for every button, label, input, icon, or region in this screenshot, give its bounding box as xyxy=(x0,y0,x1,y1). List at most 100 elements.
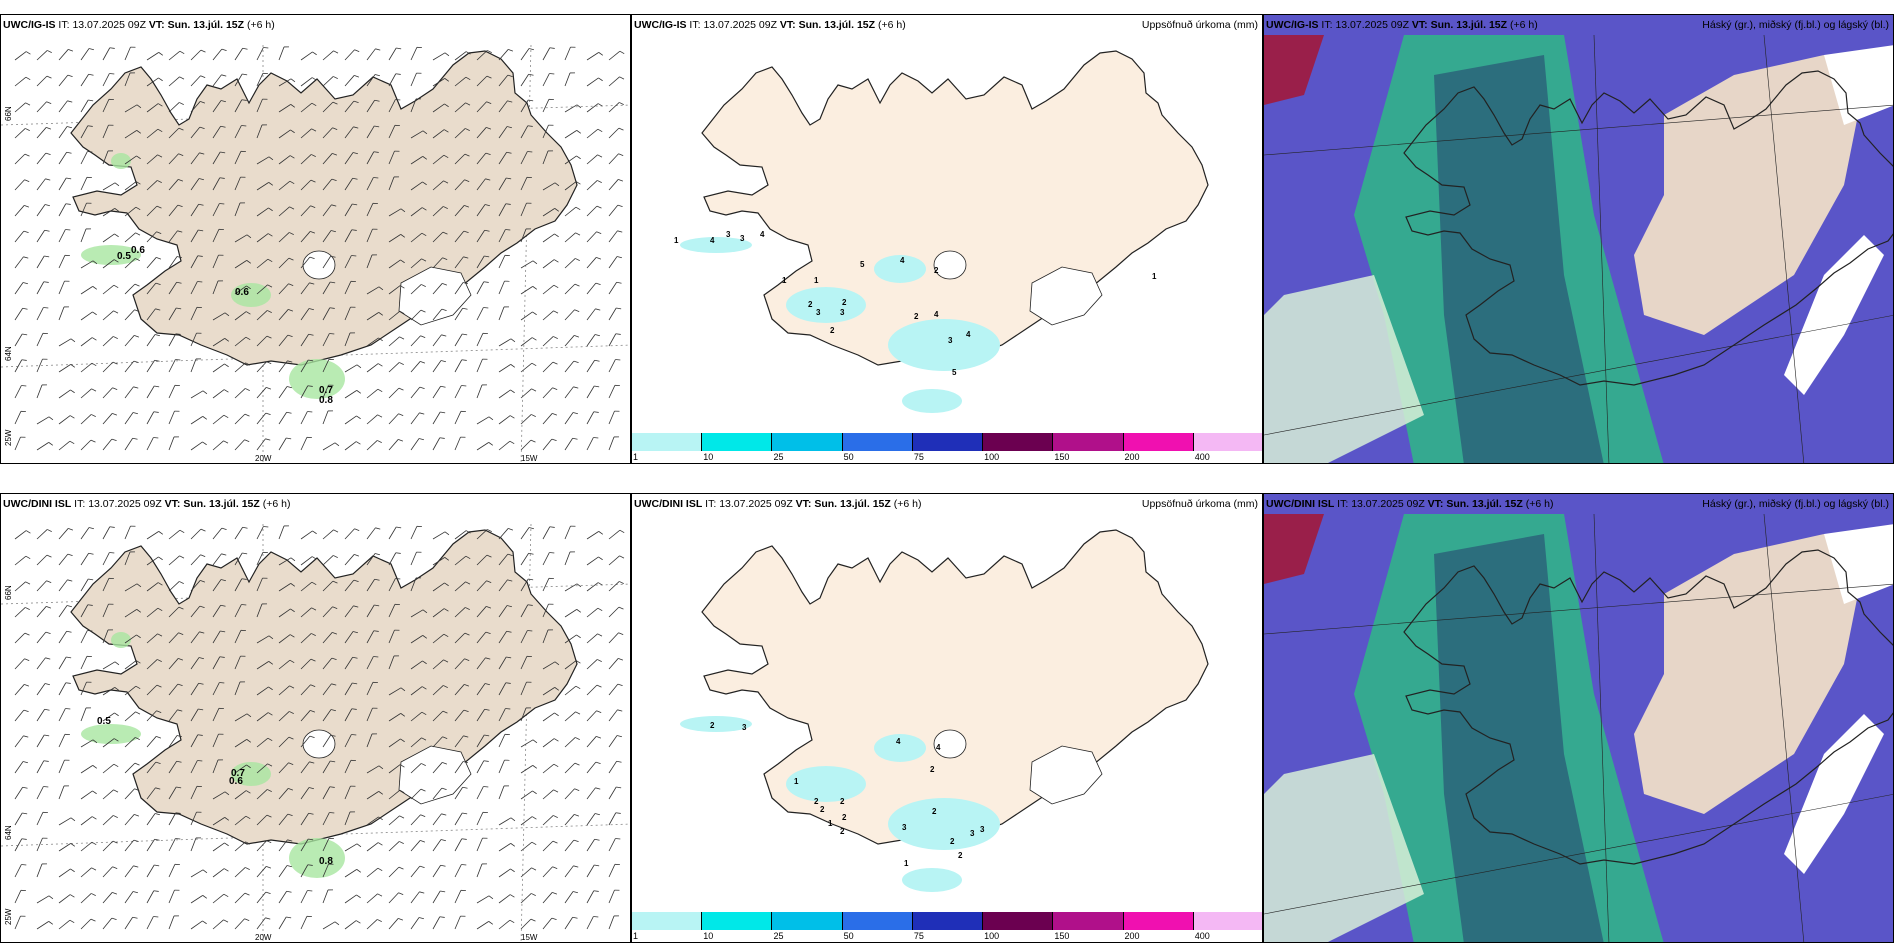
wind-barb xyxy=(278,762,294,774)
wind-barb xyxy=(322,760,336,774)
wind-barb xyxy=(586,385,600,399)
graticule-line xyxy=(1264,315,1893,436)
wind-barb xyxy=(168,632,184,644)
wind-barb xyxy=(14,555,31,566)
cloud-panel-bottom: UWC/DINI ISL IT: 13.07.2025 09Z VT: Sun.… xyxy=(1263,493,1894,943)
wind-barb xyxy=(168,735,182,748)
precip-contour-label: 4 xyxy=(710,236,715,245)
wind-barb xyxy=(520,228,532,243)
wind-barb xyxy=(344,656,358,670)
colorbar-tick-label: 10 xyxy=(703,931,714,941)
wind-barb xyxy=(300,205,316,217)
precip-patch xyxy=(289,838,345,878)
colorbar-tick-label: 100 xyxy=(984,931,1000,941)
wind-barb xyxy=(366,228,378,243)
colorbar-swatch xyxy=(983,433,1054,451)
wind-barb xyxy=(542,47,555,61)
wind-barb xyxy=(564,685,581,696)
wind-barb xyxy=(476,152,491,165)
wind-barb xyxy=(498,708,511,722)
colorbar-tick-label: 150 xyxy=(1054,452,1070,462)
wind-barb xyxy=(234,125,247,139)
precip-patch xyxy=(111,153,131,169)
wind-barb xyxy=(520,286,538,295)
axis-label: 64N xyxy=(4,825,13,840)
wind-barb xyxy=(432,813,447,826)
wind-barb xyxy=(476,75,492,87)
wind-barb xyxy=(322,153,338,165)
colorbar-swatch xyxy=(912,912,984,930)
precip-area xyxy=(680,237,752,253)
wind-barb xyxy=(366,177,379,191)
wind-barb xyxy=(388,655,400,670)
wind-barb xyxy=(212,363,229,373)
glacier-patch xyxy=(933,250,967,280)
wind-barb xyxy=(190,101,206,113)
wind-barb xyxy=(168,606,184,618)
wind-barb xyxy=(388,866,404,878)
wind-barb xyxy=(190,657,204,670)
wind-barb xyxy=(80,790,97,800)
wind-barb xyxy=(432,531,450,540)
wind-barb xyxy=(608,632,624,644)
wind-barb xyxy=(14,385,27,399)
wind-barb xyxy=(234,526,248,540)
colorbar-tick-label: 50 xyxy=(843,931,854,941)
wind-barb xyxy=(234,841,251,852)
wind-barb xyxy=(36,683,50,696)
wind-barb xyxy=(322,580,338,592)
wind-barb xyxy=(520,790,537,800)
wind-barb xyxy=(564,360,579,373)
wind-barb xyxy=(388,815,405,826)
glacier-patch xyxy=(1029,266,1103,326)
wind-barb xyxy=(564,634,581,644)
wind-barb xyxy=(124,155,141,165)
precip-contour-label: 4 xyxy=(934,310,939,319)
wind-barb xyxy=(586,154,603,165)
wind-barb xyxy=(498,843,516,852)
wind-barb xyxy=(102,259,119,269)
wind-barb xyxy=(520,527,534,540)
wind-barb xyxy=(36,580,52,592)
wind-barb xyxy=(344,843,362,852)
wind-barb xyxy=(146,531,164,540)
precip-contour-label: 2 xyxy=(930,765,935,774)
wind-barb xyxy=(454,128,470,139)
wind-barb xyxy=(432,334,447,347)
wind-barb xyxy=(498,280,510,295)
wind-barb xyxy=(498,733,510,748)
wind-barb xyxy=(410,917,424,930)
precip-contour-label: 2 xyxy=(820,805,825,814)
wind-barb xyxy=(124,360,139,373)
wind-barb xyxy=(14,51,31,61)
wind-barb xyxy=(278,104,296,113)
wind-barb xyxy=(278,608,295,618)
cloud-clear-band xyxy=(1784,235,1884,395)
wind-barb xyxy=(256,603,268,618)
wind-barb xyxy=(102,361,118,373)
wind-barb xyxy=(146,916,159,930)
wind-barb xyxy=(146,52,164,61)
wind-barb xyxy=(476,760,489,774)
wind-barb xyxy=(564,916,578,930)
precip-area xyxy=(680,716,752,732)
wind-barb xyxy=(366,440,382,451)
glacier-patch xyxy=(398,266,472,326)
wind-barb xyxy=(322,683,337,696)
precip-contour-label: 4 xyxy=(966,330,971,339)
wind-barb xyxy=(322,384,334,399)
wind-barb xyxy=(146,437,159,451)
cloud-clear-band xyxy=(1824,45,1893,125)
wind-barb xyxy=(212,893,229,904)
wind-barb xyxy=(212,791,230,800)
wind-barb xyxy=(542,917,557,930)
wind-barb xyxy=(410,763,426,774)
wind-barb xyxy=(58,553,73,566)
wind-barb xyxy=(366,151,379,165)
wind-barb xyxy=(542,526,555,540)
precip-contour-label: 1 xyxy=(828,819,833,828)
precip-contour-label: 1 xyxy=(814,276,819,285)
wind-barb xyxy=(278,437,292,451)
colorbar-swatch xyxy=(632,912,703,930)
